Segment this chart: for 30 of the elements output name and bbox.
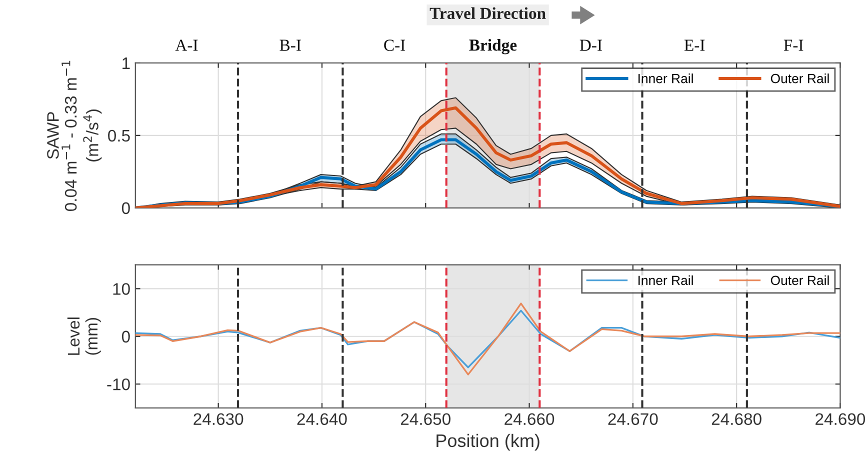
x-tick-label: 24.680: [712, 413, 762, 426]
y-tick-label: -10: [107, 378, 130, 390]
x-tick-label: 24.690: [816, 413, 866, 426]
text: Bridge: [469, 39, 517, 54]
y-tick-label: 0: [122, 330, 130, 343]
x-tick-label: 24.660: [504, 413, 554, 426]
y-tick-label: 1: [122, 58, 130, 70]
x-axis-title: Position (km): [436, 434, 540, 451]
x-tick-label: 24.670: [608, 413, 658, 426]
y-tick-label: 0: [122, 202, 130, 214]
text: E-I: [684, 40, 705, 51]
x-tick-label: 24.630: [194, 413, 244, 426]
text: F-I: [784, 40, 804, 51]
legend-label: Outer Rail: [770, 275, 829, 286]
chart-title: Travel Direction: [430, 7, 546, 20]
legend-label: Inner Rail: [638, 275, 693, 286]
x-tick-label: 24.650: [400, 413, 450, 426]
text: C-I: [384, 40, 406, 51]
text: A-I: [175, 40, 198, 51]
text: SAWP 0.04 m$^{−1}$ - 0.33 m$^{−1}$ (m$^{2}$/s$^{4}$): [47, 60, 102, 212]
y-axis-title: Level (mm): [67, 318, 101, 355]
line-series: [135, 302, 840, 376]
legend-label: Outer Rail: [770, 74, 829, 84]
legend-label: Inner Rail: [638, 74, 693, 84]
text: B-I: [280, 40, 301, 51]
y-tick-label: 10: [113, 283, 130, 295]
y-tick-label: 0.5: [108, 130, 130, 142]
text: D-I: [580, 40, 602, 51]
x-tick-label: 24.640: [297, 413, 347, 426]
line-series: [135, 310, 840, 368]
